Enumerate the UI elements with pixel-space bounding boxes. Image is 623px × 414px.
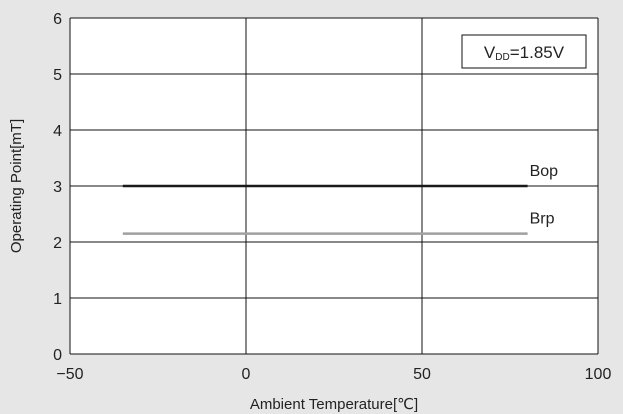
y-tick-label: 1 xyxy=(53,291,62,308)
series-label-brp: Brp xyxy=(530,211,555,228)
y-tick-label: 5 xyxy=(53,67,62,84)
y-tick-labels: 0 1 2 3 4 5 6 xyxy=(53,11,62,364)
x-tick-label: 100 xyxy=(585,366,612,383)
x-tick-label: −50 xyxy=(56,366,83,383)
x-tick-label: 0 xyxy=(242,366,251,383)
x-tick-label: 50 xyxy=(413,366,431,383)
y-tick-label: 2 xyxy=(53,235,62,252)
vdd-subscript: DD xyxy=(495,52,509,63)
series-label-bop: Bop xyxy=(530,163,559,180)
series-labels: Bop Brp xyxy=(530,163,559,228)
vdd-annotation: VDD=1.85V xyxy=(461,34,587,69)
vdd-annotation-text: VDD=1.85V xyxy=(484,43,565,63)
x-tick-labels: −50 0 50 100 xyxy=(56,366,611,383)
y-tick-label: 0 xyxy=(53,347,62,364)
x-axis-title: Ambient Temperature[℃] xyxy=(250,396,418,413)
y-tick-label: 3 xyxy=(53,179,62,196)
vdd-annotation-box xyxy=(461,34,587,69)
y-tick-label: 4 xyxy=(53,123,62,140)
y-axis-title: Operating Point[mT] xyxy=(8,119,25,253)
vdd-prefix: V xyxy=(484,43,496,62)
y-tick-label: 6 xyxy=(53,11,62,28)
vdd-value: =1.85V xyxy=(510,43,565,62)
series-layer xyxy=(122,184,528,235)
